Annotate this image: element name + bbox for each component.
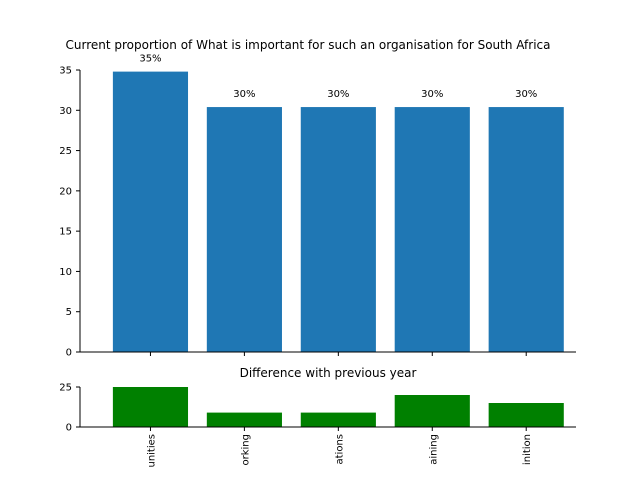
- difference-bar-3: [300, 412, 376, 427]
- difference-x-axis: unities orking ations aining inition: [80, 426, 576, 468]
- main-bar-3: [300, 107, 376, 352]
- difference-bar-2: [206, 412, 282, 427]
- difference-y-axis: 0 25: [59, 383, 81, 434]
- difference-x-tick-label-1: unities: [146, 434, 157, 468]
- difference-bar-5: [488, 403, 564, 427]
- main-data-label-4: 30%: [421, 89, 443, 100]
- main-data-labels-group: 35% 30% 30% 30% 30%: [139, 54, 537, 100]
- difference-bar-4: [394, 395, 470, 427]
- main-bars-group: [112, 71, 564, 353]
- difference-x-tick-label-3: ations: [334, 434, 345, 465]
- main-data-label-1: 35%: [139, 54, 161, 65]
- difference-x-tick-label-2: orking: [240, 434, 251, 465]
- main-y-tick-label-5: 5: [66, 307, 72, 318]
- difference-bar-1: [112, 387, 189, 427]
- main-bar-chart: Current proportion of What is important …: [59, 38, 576, 359]
- main-bar-2: [206, 107, 282, 352]
- difference-x-tick-label-5: inition: [522, 434, 533, 465]
- main-y-tick-label-20: 20: [59, 186, 72, 197]
- main-y-tick-label-15: 15: [59, 227, 72, 238]
- difference-y-tick-label-0: 0: [66, 423, 72, 434]
- main-bar-4: [394, 107, 470, 352]
- difference-bars-group: [112, 387, 564, 427]
- main-y-tick-label-25: 25: [59, 146, 72, 157]
- difference-bar-chart: Difference with previous year 0 25 unitie…: [59, 366, 576, 468]
- difference-y-tick-label-25: 25: [59, 383, 72, 394]
- main-bar-5: [488, 107, 564, 352]
- difference-chart-title: Difference with previous year: [240, 366, 417, 380]
- main-data-label-3: 30%: [327, 89, 349, 100]
- main-y-tick-label-35: 35: [59, 66, 72, 77]
- main-data-label-5: 30%: [515, 89, 537, 100]
- main-y-tick-label-30: 30: [59, 106, 72, 117]
- main-y-tick-label-0: 0: [66, 348, 72, 359]
- difference-x-tick-label-4: aining: [428, 434, 439, 465]
- main-data-label-2: 30%: [233, 89, 255, 100]
- main-x-axis: [80, 351, 576, 356]
- main-y-tick-label-10: 10: [59, 267, 72, 278]
- main-bar-1: [112, 71, 189, 353]
- main-y-axis: 0 5 10 15 20 25 30 35: [59, 66, 81, 359]
- main-chart-title: Current proportion of What is important …: [65, 38, 550, 52]
